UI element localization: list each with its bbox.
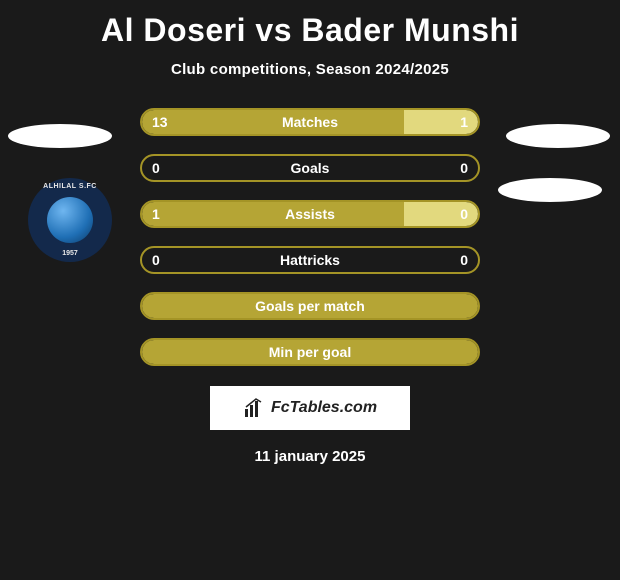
player-oval [506, 124, 610, 148]
player-oval [8, 124, 112, 148]
stat-row: 0 0 Hattricks [140, 246, 480, 274]
stat-row: 1 0 Assists [140, 200, 480, 228]
stat-value-right: 1 [460, 114, 468, 130]
stat-row: 13 1 Matches [140, 108, 480, 136]
stat-fill-left [142, 110, 404, 134]
club-badge-bottom-text: 1957 [62, 250, 78, 257]
stat-row: Goals per match [140, 292, 480, 320]
stat-value-left: 1 [152, 206, 160, 222]
subtitle: Club competitions, Season 2024/2025 [0, 61, 620, 78]
stat-value-left: 13 [152, 114, 168, 130]
player-oval [498, 178, 602, 202]
stat-label: Goals [291, 160, 330, 176]
stat-label: Matches [282, 114, 338, 130]
club-badge-top-text: ALHILAL S.FC [43, 183, 97, 190]
date-text: 11 january 2025 [0, 448, 620, 465]
stat-row: 0 0 Goals [140, 154, 480, 182]
club-badge-ball-icon [47, 197, 93, 243]
stat-label: Assists [285, 206, 335, 222]
stat-label: Goals per match [255, 298, 365, 314]
stat-fill-left [142, 202, 404, 226]
branding-logo: FcTables.com [210, 386, 410, 430]
stat-value-left: 0 [152, 160, 160, 176]
club-badge: ALHILAL S.FC 1957 [28, 178, 112, 262]
stat-value-right: 0 [460, 252, 468, 268]
chart-icon [243, 397, 265, 419]
branding-label: FcTables.com [271, 399, 377, 417]
stat-value-right: 0 [460, 160, 468, 176]
stat-label: Min per goal [269, 344, 351, 360]
stat-row: Min per goal [140, 338, 480, 366]
stats-container: 13 1 Matches 0 0 Goals 1 0 Assists 0 0 Hattricks Goa… [140, 108, 480, 366]
stat-value-left: 0 [152, 252, 160, 268]
page-title: Al Doseri vs Bader Munshi [0, 0, 620, 49]
stat-value-right: 0 [460, 206, 468, 222]
stat-label: Hattricks [280, 252, 340, 268]
